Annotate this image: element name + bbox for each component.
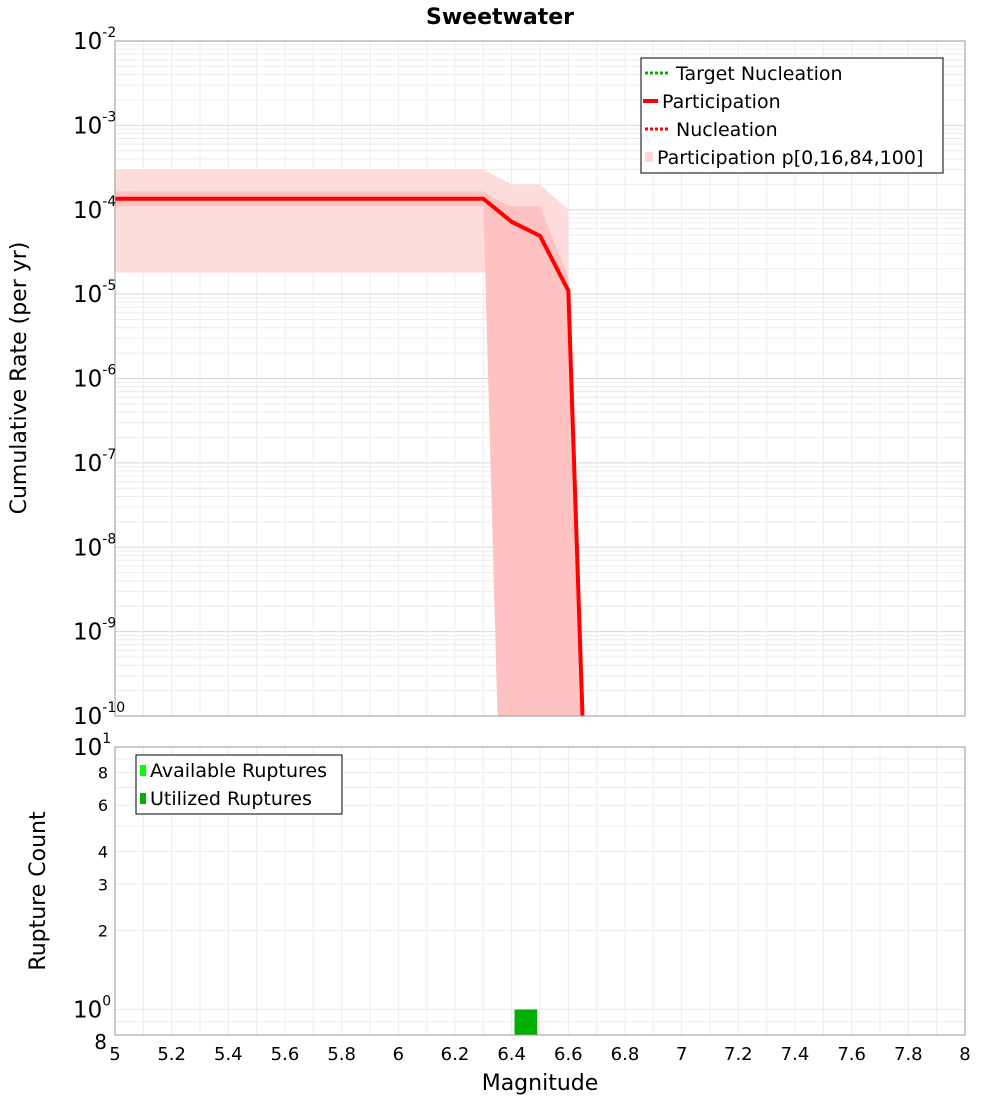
top-y-tick-label: 10-9	[73, 616, 116, 646]
top-legend-box	[640, 57, 944, 174]
series-line-nucleation	[115, 197, 584, 717]
top-y-tick-label: 10-2	[73, 25, 116, 55]
bottom-y-minor-tick-label: 8	[98, 763, 108, 782]
x-tick-label: 5.4	[214, 1044, 243, 1065]
x-tick-label: 6	[393, 1044, 404, 1065]
legend-label-available-ruptures: Available Ruptures	[150, 760, 327, 782]
bottom-y-major-tick-label: 101	[73, 731, 111, 761]
x-tick-label: 6.6	[554, 1044, 583, 1065]
x-axis-label: Magnitude	[482, 1071, 599, 1096]
legend-label-participation-band: Participation p[0,16,84,100]	[657, 147, 923, 169]
bottom-y-minor-tick-label: 6	[98, 796, 108, 815]
top-bands	[115, 169, 583, 717]
bottom-y-minor-tick-label: 2	[98, 922, 108, 941]
legend-swatch-utilized-ruptures	[140, 793, 146, 804]
bottom-bars	[514, 1009, 538, 1035]
top-y-tick-label: 10-7	[73, 447, 116, 477]
top-y-tick-label: 10-8	[73, 531, 116, 561]
x-tick-label: 6.8	[611, 1044, 640, 1065]
top-y-tick-label: 10-3	[73, 109, 116, 139]
x-tick-label: 6.2	[441, 1044, 470, 1065]
legend-label-participation: Participation	[662, 91, 781, 113]
top-plot-border	[114, 40, 966, 717]
top-legend: Target Nucleation Participation Nucleati…	[640, 57, 944, 174]
bottom-plot: 101 100 8 6 4 3 2 8 5 5.2 5.4 5.6 5.8 6 6.2 6.4 6.6 6.8 7…	[26, 731, 971, 1096]
legend-label-nucleation: Nucleation	[676, 119, 778, 141]
bottom-y-tick-labels: 101 100 8 6 4 3 2 8	[73, 731, 111, 1054]
top-y-tick-labels: 10-2 10-3 10-4 10-5 10-6 10-7 10-8 10-9 10-10	[73, 25, 125, 730]
bottom-y-axis-label: Rupture Count	[26, 811, 51, 971]
x-tick-label: 7.6	[837, 1044, 866, 1065]
x-tick-label: 7.8	[894, 1044, 923, 1065]
top-y-tick-label: 10-4	[73, 194, 116, 224]
x-tick-label: 5.6	[271, 1044, 300, 1065]
top-y-tick-label: 10-5	[73, 278, 116, 308]
x-tick-label: 5.8	[327, 1044, 356, 1065]
bottom-y-minor-tick-label: 8	[94, 1030, 107, 1054]
bar-utilized-ruptures	[514, 1009, 538, 1035]
bottom-y-major-tick-label: 100	[73, 994, 111, 1024]
top-lines	[115, 196, 585, 717]
bottom-legend: Available Ruptures Utilized Ruptures	[135, 754, 343, 815]
legend-swatch-participation-band	[645, 152, 653, 162]
x-tick-label: 8	[959, 1044, 970, 1065]
top-y-tick-label: 10-10	[73, 700, 125, 730]
top-y-axis-label: Cumulative Rate (per yr)	[7, 242, 32, 515]
band-p16-p84	[115, 191, 583, 717]
x-tick-label: 7.4	[781, 1044, 810, 1065]
x-tick-labels: 5 5.2 5.4 5.6 5.8 6 6.2 6.4 6.6 6.8 7 7.2 7.4 7.6 7.8 8	[109, 1044, 970, 1065]
bottom-legend-box	[135, 754, 343, 815]
bottom-y-minor-tick-label: 4	[98, 842, 108, 861]
legend-label-target-nucleation: Target Nucleation	[675, 63, 843, 85]
x-tick-label: 5.2	[157, 1044, 186, 1065]
legend-swatch-available-ruptures	[140, 765, 146, 776]
x-tick-label: 6.4	[497, 1044, 526, 1065]
chart-title: Sweetwater	[426, 5, 574, 30]
top-y-tick-label: 10-6	[73, 363, 116, 393]
bottom-plot-border	[114, 746, 966, 1036]
x-tick-label: 7	[676, 1044, 687, 1065]
bottom-y-minor-tick-label: 3	[98, 875, 108, 894]
top-plot: 10-2 10-3 10-4 10-5 10-6 10-7 10-8 10-9 10-10 Cu…	[7, 25, 966, 730]
x-tick-label: 7.2	[724, 1044, 753, 1065]
legend-label-utilized-ruptures: Utilized Ruptures	[150, 788, 312, 810]
x-tick-label: 5	[109, 1044, 120, 1065]
